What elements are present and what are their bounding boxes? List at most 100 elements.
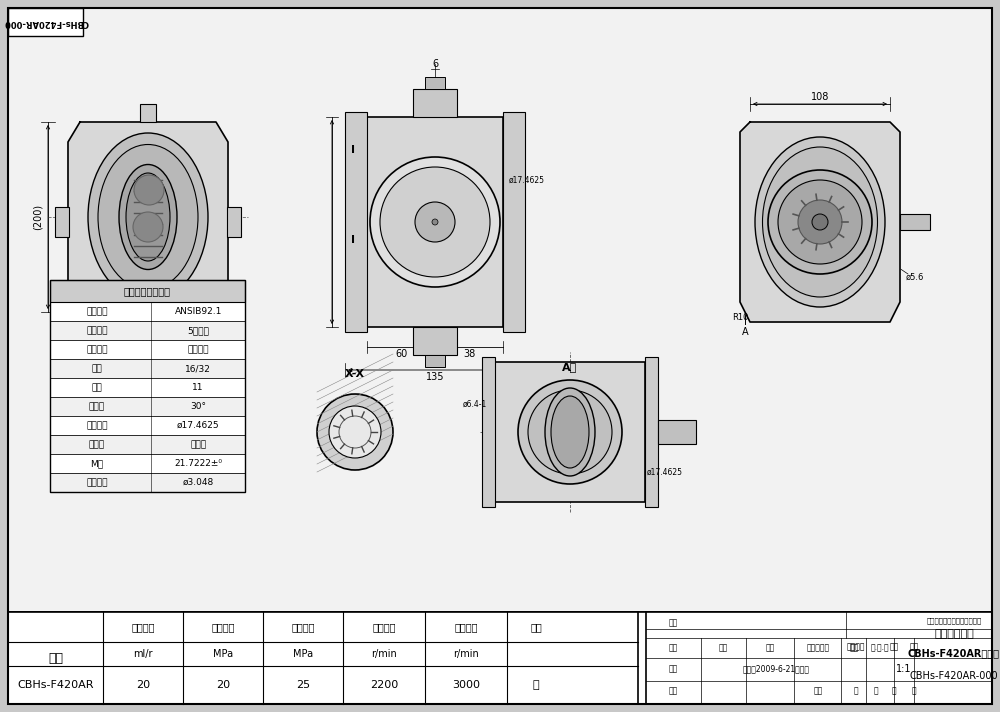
Bar — [503, 112, 525, 332]
Circle shape — [317, 394, 393, 470]
Bar — [140, 316, 156, 334]
Text: 更改文件号: 更改文件号 — [806, 644, 830, 652]
Ellipse shape — [119, 164, 177, 270]
Text: 夾: 夾 — [854, 686, 858, 696]
Text: 30°: 30° — [190, 402, 206, 411]
Text: 量: 量 — [874, 686, 878, 696]
Text: 60: 60 — [395, 349, 407, 359]
Ellipse shape — [126, 173, 170, 261]
Text: 额定转速: 额定转速 — [372, 622, 396, 632]
Bar — [50, 280, 245, 492]
Text: 配合类型: 配合类型 — [86, 345, 108, 354]
Text: 花键规格: 花键规格 — [86, 307, 108, 316]
Text: 5级精度: 5级精度 — [187, 326, 209, 335]
Circle shape — [380, 167, 490, 277]
Polygon shape — [68, 122, 228, 312]
Bar — [50, 435, 245, 454]
Text: r/min: r/min — [371, 649, 397, 659]
Text: A: A — [742, 327, 748, 337]
Text: 1:1: 1:1 — [896, 664, 912, 674]
Text: 处数: 处数 — [718, 644, 728, 652]
Text: X-X: X-X — [345, 369, 365, 379]
Text: CBHs-F420AR: CBHs-F420AR — [17, 680, 94, 690]
Bar — [50, 454, 245, 473]
Text: ø17.4625: ø17.4625 — [509, 175, 545, 184]
Bar — [425, 355, 445, 367]
Bar — [658, 420, 696, 444]
Text: 节圆直径: 节圆直径 — [86, 421, 108, 430]
Ellipse shape — [755, 137, 885, 307]
Text: 额定排量: 额定排量 — [131, 622, 155, 632]
Text: 外连接尺寸图: 外连接尺寸图 — [934, 629, 974, 639]
Text: 最高压力: 最高压力 — [291, 622, 315, 632]
Bar — [367, 117, 503, 327]
Circle shape — [432, 219, 438, 225]
Bar — [50, 280, 245, 302]
Text: 108: 108 — [811, 92, 829, 102]
Bar — [646, 612, 992, 704]
Text: 分区: 分区 — [765, 644, 775, 652]
Bar — [413, 89, 457, 117]
Circle shape — [778, 180, 862, 264]
Bar — [345, 112, 367, 332]
Text: 旋向: 旋向 — [530, 622, 542, 632]
Text: 两省及2009-6-21深海化: 两省及2009-6-21深海化 — [742, 664, 810, 674]
Bar — [8, 612, 992, 704]
Text: 标记: 标记 — [668, 644, 678, 652]
Text: 3000: 3000 — [452, 680, 480, 690]
Bar — [413, 327, 457, 355]
Circle shape — [528, 390, 612, 474]
Ellipse shape — [134, 175, 164, 205]
Text: M値: M値 — [90, 459, 103, 468]
Text: 11: 11 — [192, 383, 204, 392]
Text: 平齿根: 平齿根 — [190, 440, 206, 449]
Text: 重量: 重量 — [889, 642, 899, 651]
Circle shape — [812, 214, 828, 230]
Bar — [227, 207, 241, 237]
Text: 16/32: 16/32 — [185, 364, 211, 373]
Text: 工艺: 工艺 — [668, 686, 678, 696]
Text: A向: A向 — [562, 362, 578, 372]
Text: 齿数: 齿数 — [91, 383, 102, 392]
Text: 齿侧配合: 齿侧配合 — [187, 345, 209, 354]
Text: 比例: 比例 — [909, 642, 919, 651]
Text: 2200: 2200 — [370, 680, 398, 690]
Text: ml/r: ml/r — [133, 649, 153, 659]
Text: CBHs-F420AR-000: CBHs-F420AR-000 — [910, 671, 998, 681]
Bar — [55, 207, 69, 237]
Text: 额定压力: 额定压力 — [211, 622, 235, 632]
Text: 20: 20 — [136, 680, 150, 690]
Text: I: I — [351, 235, 355, 245]
Bar — [8, 8, 992, 612]
Text: 型号: 型号 — [48, 651, 63, 664]
Text: R10: R10 — [732, 313, 748, 322]
Circle shape — [415, 202, 455, 242]
Bar — [50, 378, 245, 397]
Text: ø6.4-1: ø6.4-1 — [463, 399, 487, 409]
Ellipse shape — [98, 145, 198, 290]
Bar — [425, 77, 445, 89]
Bar — [50, 359, 245, 378]
Text: 38: 38 — [463, 349, 475, 359]
Text: 批准: 批准 — [813, 686, 823, 696]
Bar — [50, 416, 245, 435]
Text: ø5.6: ø5.6 — [906, 273, 924, 281]
Bar — [900, 214, 930, 230]
Bar — [50, 473, 245, 492]
Text: 最高转速: 最高转速 — [454, 622, 478, 632]
Circle shape — [798, 200, 842, 244]
Text: 审核: 审核 — [668, 619, 678, 627]
Bar — [482, 357, 495, 507]
Text: I: I — [351, 145, 355, 155]
Bar — [8, 612, 638, 704]
Text: 135: 135 — [426, 372, 444, 382]
Text: 20: 20 — [216, 680, 230, 690]
Bar — [8, 8, 83, 36]
Text: 设计: 设计 — [668, 664, 678, 674]
Bar — [645, 357, 658, 507]
Text: 精度等级: 精度等级 — [86, 326, 108, 335]
Text: CBHs-F420AR-000: CBHs-F420AR-000 — [4, 18, 88, 26]
Bar — [50, 302, 245, 321]
Text: 94: 94 — [142, 338, 154, 348]
Text: 测量直径: 测量直径 — [86, 478, 108, 487]
